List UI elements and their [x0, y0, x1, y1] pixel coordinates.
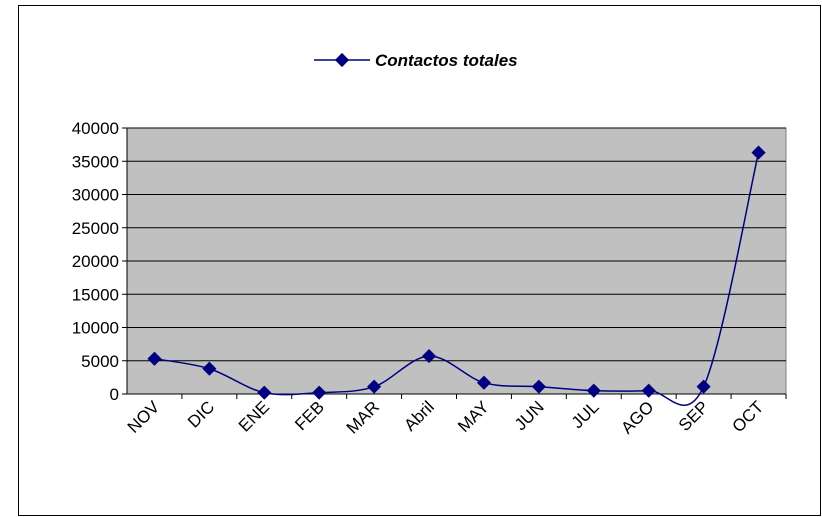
- y-tick-label: 15000: [72, 285, 119, 304]
- marker: [531, 379, 546, 394]
- marker: [641, 383, 656, 398]
- y-tick-label: 35000: [72, 152, 119, 171]
- marker: [586, 383, 601, 398]
- marker: [202, 361, 217, 376]
- y-tick-label: 10000: [72, 319, 119, 338]
- y-tick-label: 40000: [72, 119, 119, 138]
- y-tick-label: 5000: [81, 352, 119, 371]
- marker: [696, 379, 711, 394]
- legend-marker: [334, 52, 350, 68]
- marker: [312, 385, 327, 400]
- marker: [147, 351, 162, 366]
- y-tick-label: 25000: [72, 219, 119, 238]
- y-tick-label: 30000: [72, 186, 119, 205]
- legend-label: Contactos totales: [375, 51, 518, 70]
- marker: [751, 145, 766, 160]
- y-tick-label: 20000: [72, 252, 119, 271]
- y-tick-label: 0: [110, 385, 119, 404]
- marker: [476, 375, 492, 390]
- marker: [257, 385, 272, 400]
- marker: [367, 379, 382, 394]
- marker: [421, 349, 437, 364]
